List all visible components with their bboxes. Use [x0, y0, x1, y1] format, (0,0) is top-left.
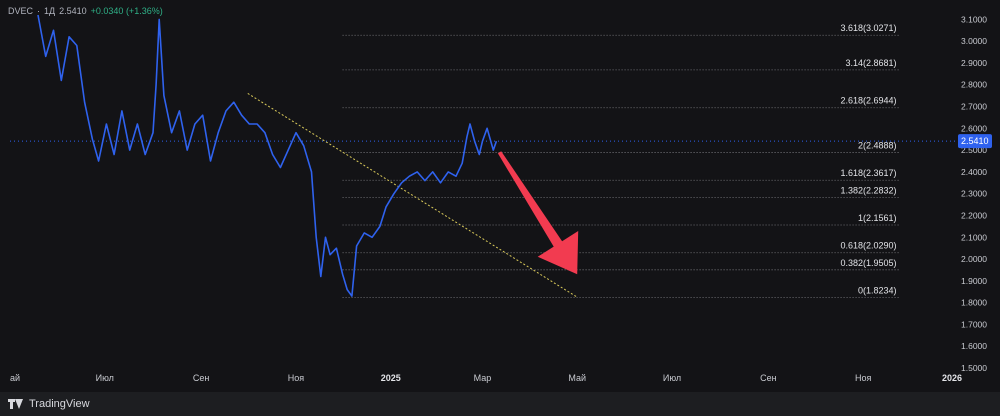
price-badge-label: 2.5410	[961, 136, 989, 146]
price-tick-label: 1.6000	[961, 341, 987, 351]
price-tick-label: 1.5000	[961, 363, 987, 373]
time-tick-label: Мар	[474, 373, 492, 383]
price-tick-label: 2.4000	[961, 167, 987, 177]
arrow-shape	[497, 151, 579, 275]
fib-level-label: 3.618(3.0271)	[840, 23, 896, 33]
price-series-line	[37, 14, 498, 297]
tradingview-logo-icon	[8, 399, 24, 409]
price-change: +0.0340 (+1.36%)	[90, 6, 163, 16]
fib-level-label: 2(2.4888)	[858, 141, 897, 151]
time-tick-label: Ноя	[855, 373, 872, 383]
price-tick-label: 1.8000	[961, 298, 987, 308]
time-tick-label: Сен	[193, 373, 210, 383]
price-chart[interactable]: 0(1.8234) 0.382(1.9505) 0.618(2.0290) 1(2.1…	[0, 0, 1000, 392]
price-tick-label: 2.6000	[961, 123, 987, 133]
price-tick-label: 2.1000	[961, 232, 987, 242]
price-tick-label: 3.1000	[961, 14, 987, 24]
time-axis[interactable]: ай Июл Сен Ноя 2025 Мар Май Июл Сен Ноя 2026	[10, 373, 962, 383]
time-tick-label: Июл	[96, 373, 114, 383]
fib-level-label: 1.618(2.3617)	[840, 168, 896, 178]
symbol-header: DVEC · 1Д 2.5410 +0.0340 (+1.36%)	[8, 6, 163, 16]
price-tick-label: 2.5000	[961, 145, 987, 155]
fib-level-label: 2.618(2.6944)	[840, 96, 896, 106]
price-tick-label: 1.7000	[961, 319, 987, 329]
fib-level-label: 0.618(2.0290)	[840, 241, 896, 251]
price-axis[interactable]: 3.1000 3.0000 2.9000 2.8000 2.7000 2.6000 2.50…	[958, 0, 1000, 392]
fib-level-label: 3.14(2.8681)	[845, 58, 896, 68]
price-axis-background	[958, 0, 1000, 392]
price-tick-label: 2.0000	[961, 254, 987, 264]
footer-bar	[0, 392, 1000, 416]
price-tick-label: 2.9000	[961, 58, 987, 68]
fib-level-label: 0(1.8234)	[858, 286, 897, 296]
price-tick-label: 3.0000	[961, 36, 987, 46]
time-tick-label: Ноя	[288, 373, 305, 383]
time-tick-label: Сен	[760, 373, 777, 383]
price-tick-label: 2.2000	[961, 210, 987, 220]
price-tick-label: 1.9000	[961, 276, 987, 286]
last-price-value: 2.5410	[59, 6, 87, 16]
time-tick-label: 2025	[381, 373, 401, 383]
price-tick-label: 2.7000	[961, 102, 987, 112]
symbol-name[interactable]: DVEC	[8, 6, 34, 16]
tradingview-logo[interactable]: TradingView	[8, 397, 90, 411]
fib-level-label: 1(2.1561)	[858, 213, 897, 223]
time-tick-label: ай	[10, 373, 20, 383]
price-tick-label: 2.3000	[961, 189, 987, 199]
price-tick-label: 2.8000	[961, 80, 987, 90]
price-badge-background	[958, 134, 992, 149]
brand-name: TradingView	[29, 398, 90, 410]
fib-level-label: 1.382(2.2832)	[840, 185, 896, 195]
time-tick-label: Май	[568, 373, 586, 383]
fib-level-label: 0.382(1.9505)	[840, 258, 896, 268]
time-tick-label: 2026	[942, 373, 962, 383]
time-tick-label: Июл	[663, 373, 681, 383]
last-price-badge: 2.5410	[958, 134, 992, 149]
trend-line[interactable]	[247, 93, 578, 298]
interval-label[interactable]: 1Д	[44, 6, 56, 16]
down-arrow-drawing[interactable]	[497, 151, 579, 275]
fibonacci-extension[interactable]: 0(1.8234) 0.382(1.9505) 0.618(2.0290) 1(2.1…	[342, 23, 901, 298]
